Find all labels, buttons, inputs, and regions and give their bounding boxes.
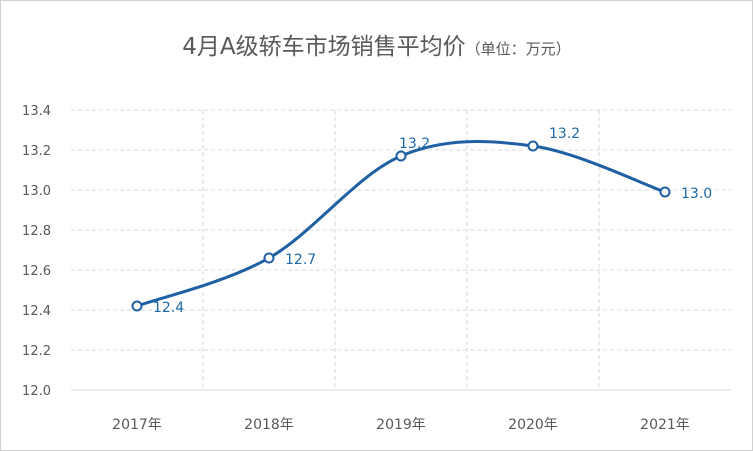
- data-label: 13.2: [549, 126, 580, 142]
- chart-subtitle: （单位：万元）: [465, 40, 571, 58]
- data-point-marker: [395, 150, 407, 162]
- y-tick-label: 12.4: [22, 304, 51, 319]
- x-tick-label: 2018年: [244, 417, 294, 433]
- x-tick-label: 2021年: [640, 417, 690, 433]
- chart-title: 4月A级轿车市场销售平均价（单位：万元）: [1, 27, 752, 61]
- data-label: 13.2: [399, 136, 430, 152]
- data-point-marker: [131, 300, 143, 312]
- data-point-marker: [659, 186, 671, 198]
- data-label: 12.7: [285, 252, 316, 268]
- x-tick-label: 2017年: [112, 417, 162, 433]
- data-label: 12.4: [153, 300, 184, 316]
- y-tick-label: 12.0: [22, 384, 51, 399]
- data-point-marker: [263, 252, 275, 264]
- y-tick-label: 13.4: [22, 104, 51, 119]
- y-tick-label: 13.2: [22, 144, 51, 159]
- series-line: [135, 140, 667, 308]
- y-tick-label: 12.8: [22, 224, 51, 239]
- x-tick-label: 2020年: [508, 417, 558, 433]
- x-tick-label: 2019年: [376, 417, 426, 433]
- chart-title-text: 4月A级轿车市场销售平均价: [182, 34, 466, 60]
- data-point-marker: [527, 140, 539, 152]
- y-tick-label: 12.6: [22, 264, 51, 279]
- y-tick-label: 12.2: [22, 344, 51, 359]
- y-tick-label: 13.0: [22, 184, 51, 199]
- data-label: 13.0: [681, 186, 712, 202]
